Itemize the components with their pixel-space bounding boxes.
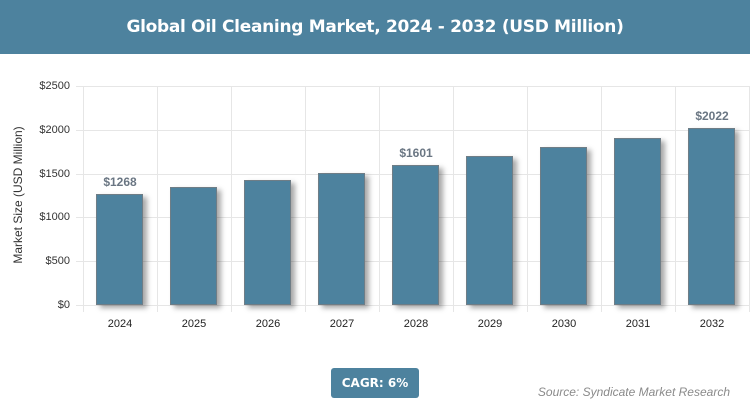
- gridline-vertical: [453, 86, 454, 312]
- bar-2029[interactable]: [466, 156, 513, 305]
- x-tick-label: 2024: [107, 318, 133, 330]
- y-axis-label: Market Size (USD Million): [11, 126, 25, 264]
- gridline-vertical: [83, 86, 84, 312]
- cagr-badge: CAGR: 6%: [331, 368, 419, 398]
- bar-value-label: $1268: [103, 174, 137, 189]
- bar-2031[interactable]: [614, 137, 661, 305]
- y-tick-label: $2500: [39, 80, 70, 92]
- gridline-vertical: [157, 86, 158, 312]
- bar-value-label: $2022: [695, 108, 729, 123]
- bar-2028[interactable]: [392, 164, 439, 305]
- gridline-vertical: [231, 86, 232, 312]
- gridline-horizontal: [76, 86, 750, 87]
- gridline-vertical: [675, 86, 676, 312]
- bar-2024[interactable]: [96, 193, 143, 305]
- x-tick-label: 2025: [181, 318, 207, 330]
- x-tick-label: 2031: [625, 318, 651, 330]
- bar-2025[interactable]: [170, 187, 217, 305]
- source-note: Source: Syndicate Market Research: [537, 385, 730, 399]
- x-tick-label: 2026: [255, 318, 281, 330]
- x-tick-label: 2030: [551, 318, 577, 330]
- x-tick-label: 2028: [403, 318, 429, 330]
- gridline-horizontal: [76, 129, 750, 131]
- bar-chart: Market Size (USD Million) $0 $500 $1000 $15…: [11, 80, 750, 330]
- chart-title-banner: Global Oil Cleaning Market, 2024 - 2032 …: [0, 0, 750, 54]
- x-tick-label: 2032: [699, 318, 725, 330]
- cagr-label: CAGR: 6%: [341, 376, 409, 390]
- y-tick-label: $1000: [39, 211, 70, 224]
- y-tick-label: $0: [57, 299, 70, 311]
- x-tick-label: 2029: [477, 318, 503, 330]
- bar-2032[interactable]: [688, 127, 735, 305]
- gridline-vertical: [527, 86, 528, 312]
- bar-2026[interactable]: [244, 180, 291, 305]
- chart-title: Global Oil Cleaning Market, 2024 - 2032 …: [126, 17, 624, 37]
- bar-2027[interactable]: [318, 172, 365, 305]
- gridline-vertical: [305, 86, 306, 312]
- gridline-vertical: [379, 86, 380, 312]
- bar-2030[interactable]: [540, 147, 587, 305]
- y-tick-label: $2000: [39, 123, 70, 136]
- bar-value-label: $1601: [399, 145, 433, 160]
- gridline-horizontal: [76, 305, 750, 306]
- gridline-vertical: [601, 86, 602, 312]
- x-tick-label: 2027: [329, 318, 355, 330]
- y-tick-label: $1500: [39, 167, 70, 180]
- y-tick-label: $500: [45, 255, 70, 268]
